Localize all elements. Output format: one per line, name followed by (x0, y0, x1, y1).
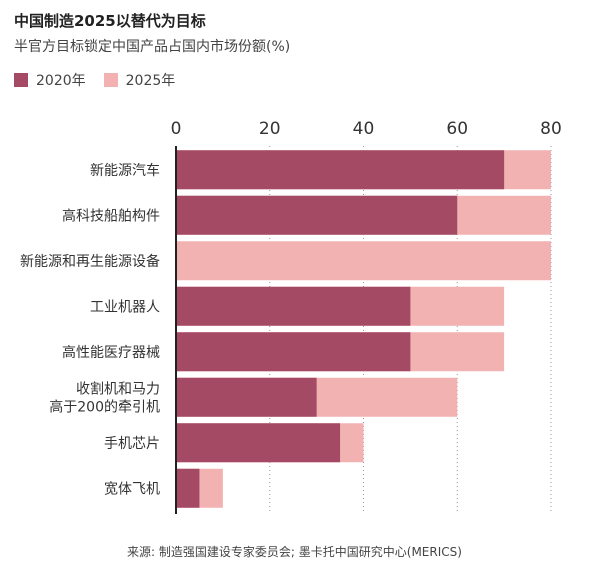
category-label-5-line-1: 高于200的牵引机 (49, 398, 160, 415)
category-label-5-line-0: 收割机和马力 (76, 380, 160, 397)
x-tick-label-20: 20 (259, 119, 281, 139)
category-label-7: 宽体飞机 (104, 480, 160, 497)
bar-2020-7 (176, 468, 200, 508)
chart-subtitle: 半官方目标锁定中国产品占国内市场份额(%) (14, 39, 291, 55)
category-label-3: 工业机器人 (90, 299, 160, 315)
category-label-4: 高性能医疗器械 (62, 344, 160, 361)
legend-item-2025: 2025年 (103, 70, 176, 90)
category-label-2: 新能源和再生能源设备 (20, 253, 160, 270)
x-tick-label-0: 0 (171, 119, 182, 139)
legend-item-2020: 2020年 (14, 70, 86, 90)
category-label-0: 新能源汽车 (90, 162, 160, 179)
bar-2025-2 (176, 241, 551, 281)
chart-title: 中国制造2025以替代为目标 (14, 12, 206, 30)
x-tick-label-40: 40 (353, 119, 375, 139)
bar-2020-5 (176, 377, 317, 417)
legend: 2020年 2025年 (14, 70, 175, 90)
legend-label-2025: 2025年 (125, 73, 176, 89)
category-label-6: 手机芯片 (104, 436, 160, 452)
legend-swatch-2020 (14, 73, 28, 87)
bar-2020-0 (176, 150, 505, 190)
source-note: 来源: 制造强国建设专家委员会; 墨卡托中国研究中心(MERICS) (127, 545, 462, 559)
bar-2020-6 (176, 423, 341, 463)
legend-swatch-2025 (103, 73, 118, 87)
x-tick-label-80: 80 (540, 119, 562, 139)
x-tick-label-60: 60 (446, 119, 468, 139)
bar-2020-1 (176, 195, 458, 235)
legend-label-2020: 2020年 (36, 73, 86, 89)
bar-2020-3 (176, 286, 411, 326)
category-label-1: 高科技船舶构件 (62, 207, 160, 224)
bar-2020-4 (176, 332, 411, 372)
